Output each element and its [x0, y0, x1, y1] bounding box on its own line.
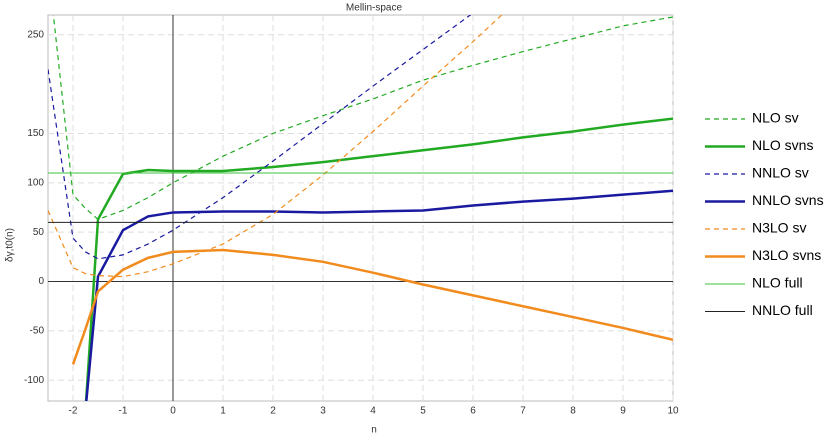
x-tick-label: 7	[520, 406, 526, 417]
series-line	[52, 15, 673, 221]
y-axis-label: δγ,t0(n)	[5, 228, 16, 262]
chart-title: Mellin-space	[346, 3, 403, 14]
series-line	[48, 15, 472, 260]
grid	[48, 15, 674, 401]
series-line	[85, 189, 673, 401]
x-tick-label: 3	[320, 406, 326, 417]
legend-label: NLO svns	[752, 137, 813, 153]
x-tick-label: 8	[570, 406, 576, 417]
legend-label: NLO full	[752, 275, 803, 291]
x-tick-label: 0	[170, 406, 176, 417]
plot-frame	[47, 14, 674, 402]
series-line	[48, 15, 503, 278]
x-tick-label: -1	[119, 406, 128, 417]
legend-label: N3LO svns	[752, 247, 821, 263]
legend: NLO sv NLO svns NNLO sv NNLO svns N3LO sv N3L…	[705, 110, 824, 318]
x-tick-label: 6	[470, 406, 476, 417]
y-tick-label: -50	[30, 326, 45, 337]
legend-label: NNLO sv	[752, 165, 809, 181]
legend-label: N3LO sv	[752, 220, 806, 236]
series-line	[84, 117, 673, 401]
y-tick-label: 50	[33, 227, 45, 238]
y-tick-label: -100	[24, 375, 44, 386]
x-tick-label: 1	[220, 406, 226, 417]
series-line	[71, 248, 673, 365]
legend-label: NNLO svns	[752, 192, 824, 208]
plot-area	[48, 15, 673, 401]
x-tick-label: -2	[69, 406, 78, 417]
legend-label: NLO sv	[752, 110, 799, 126]
y-tick-label: 100	[27, 177, 44, 188]
x-tick-label: 10	[667, 406, 679, 417]
x-tick-label: 4	[370, 406, 376, 417]
x-axis-label: n	[371, 425, 377, 435]
y-tick-label: 150	[27, 128, 44, 139]
x-tick-label: 9	[620, 406, 626, 417]
x-tick-label: 2	[270, 406, 276, 417]
x-tick-label: 5	[420, 406, 426, 417]
y-tick-label: 250	[27, 29, 44, 40]
y-tick-label: 0	[38, 276, 44, 287]
legend-label: NNLO full	[752, 302, 813, 318]
